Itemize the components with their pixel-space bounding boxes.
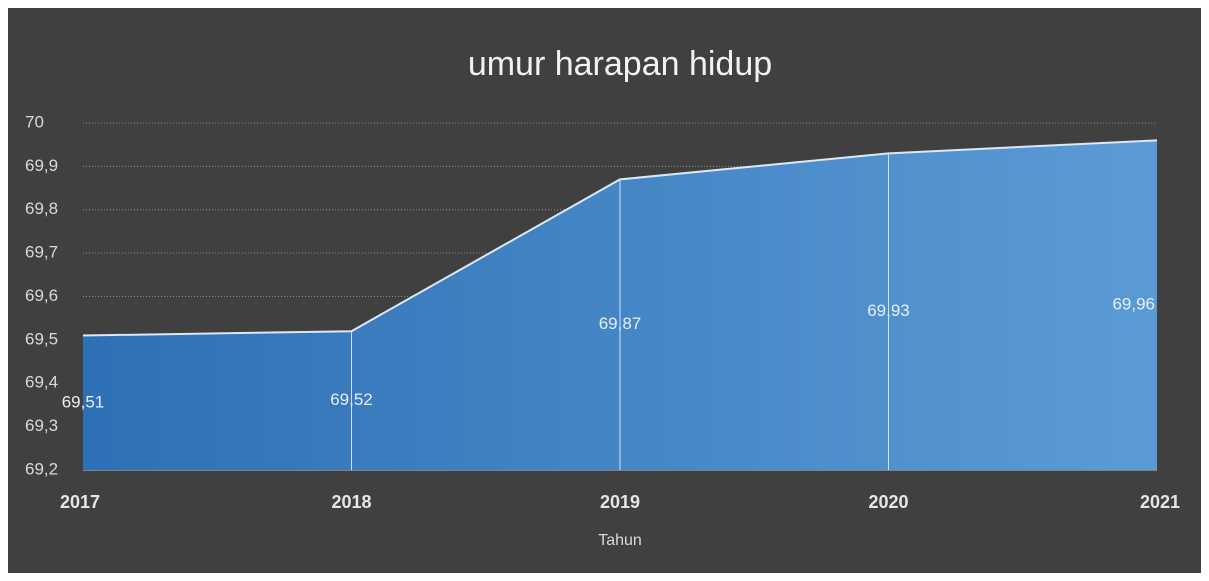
y-tick-label: 69,6: [25, 286, 58, 305]
x-tick-label: 2017: [60, 492, 100, 512]
y-tick-label: 69,2: [25, 459, 58, 478]
y-tick-label: 69,9: [25, 156, 58, 175]
x-tick-label: 2018: [331, 492, 371, 512]
x-tick-label: 2019: [600, 492, 640, 512]
y-tick-label: 69,3: [25, 416, 58, 435]
chart-title: umur harapan hidup: [468, 45, 772, 83]
y-tick-label: 69,4: [25, 373, 58, 392]
data-label: 69,96: [1112, 295, 1155, 314]
y-tick-label: 70: [25, 112, 44, 131]
y-tick-label: 69,5: [25, 329, 58, 348]
x-tick-label: 2021: [1140, 492, 1180, 512]
x-tick-label: 2020: [868, 492, 908, 512]
area-outline: [82, 139, 1158, 337]
data-label: 69,51: [62, 392, 105, 411]
data-label: 69,52: [330, 390, 373, 409]
x-axis-label: Tahun: [598, 532, 642, 549]
y-tick-label: 69,7: [25, 243, 58, 262]
data-label: 69,87: [599, 314, 642, 333]
data-label: 69,93: [867, 301, 910, 320]
y-tick-label: 69,8: [25, 199, 58, 218]
